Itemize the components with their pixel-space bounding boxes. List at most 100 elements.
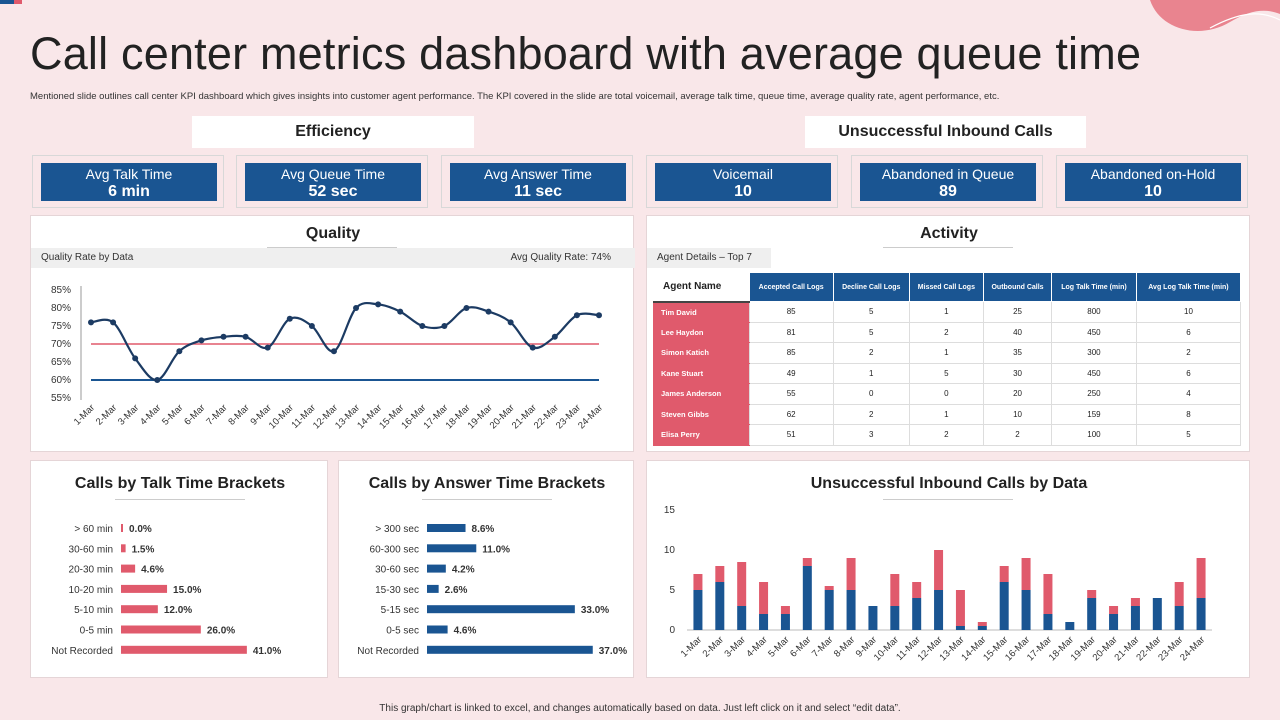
bar-segment	[846, 590, 856, 630]
agent-name-cell: Elisa Perry	[653, 424, 750, 446]
y-tick-label: 5	[669, 585, 675, 596]
data-point	[375, 301, 382, 308]
table-cell: 5	[909, 363, 985, 384]
agent-name-cell: Simon Katich	[653, 342, 750, 364]
data-point	[308, 323, 315, 329]
quality-line-chart: 55% 60% 65% 70% 75% 80% 85% 1-Mar2-Mar3-Mar4-Ma…	[51, 285, 605, 431]
y-tick-label: 70%	[51, 339, 71, 350]
x-tick-label: 24-Mar	[1178, 634, 1207, 663]
table-cell: 3	[833, 424, 910, 446]
x-tick-label: 3-Mar	[116, 402, 141, 427]
table-row: Steven Gibbs 62 2 1 10 159 8	[653, 404, 1242, 425]
kpi-label: Avg Queue Time	[280, 166, 386, 182]
data-point	[110, 319, 117, 326]
y-tick-label: 0	[669, 625, 675, 636]
kpi-value: 10	[1144, 183, 1162, 200]
bar-segment	[934, 550, 944, 590]
table-cell: 10	[1136, 301, 1242, 323]
agent-name-cell: Kane Stuart	[653, 363, 750, 384]
data-point	[529, 344, 536, 351]
answer-time-panel: Calls by Answer Time Brackets > 300 sec 8…	[338, 460, 634, 678]
bar-segment	[824, 586, 834, 590]
bar	[427, 605, 575, 614]
column-header: Decline Call Logs	[832, 272, 910, 302]
kpi-value: 89	[939, 183, 957, 200]
category-label: 20-30 min	[69, 565, 113, 576]
bar-segment	[1043, 614, 1053, 630]
bar-segment	[737, 562, 747, 606]
table-cell: 10	[983, 404, 1052, 425]
bar-segment	[977, 626, 987, 630]
agent-name-header: Agent Name	[653, 272, 749, 303]
bar-segment	[912, 598, 922, 630]
value-label: 41.0%	[253, 646, 281, 657]
category-label: Not Recorded	[51, 646, 113, 657]
table-cell: 6	[1136, 322, 1242, 343]
y-tick-label: 10	[664, 545, 676, 556]
x-tick-label: 3-Mar	[722, 634, 747, 659]
table-cell: 2	[909, 322, 985, 343]
y-tick-label: 60%	[51, 375, 71, 386]
table-cell: 1	[909, 301, 985, 323]
table-cell: 800	[1051, 301, 1137, 323]
table-cell: 62	[749, 404, 834, 425]
column-header: Accepted Call Logs	[748, 272, 834, 302]
quality-title: Quality	[305, 225, 361, 242]
table-cell: 4	[1136, 383, 1242, 405]
activity-title-divider	[883, 247, 1013, 248]
x-tick-label: 7-Mar	[810, 634, 835, 659]
quality-rate-label: Quality Rate by Data	[41, 252, 134, 263]
page-subtitle: Mentioned slide outlines call center KPI…	[30, 91, 1000, 102]
agent-name-cell: Steven Gibbs	[653, 404, 750, 425]
table-row: Simon Katich 85 2 1 35 300 2	[653, 342, 1242, 364]
answer-time-title-divider	[422, 499, 552, 500]
quality-title-divider	[267, 247, 397, 248]
bar-segment	[1152, 598, 1162, 630]
bar	[121, 625, 201, 634]
x-tick-label: 1-Mar	[72, 402, 97, 427]
table-cell: 0	[833, 383, 910, 405]
table-cell: 1	[909, 342, 985, 364]
table-cell: 51	[749, 424, 834, 446]
bar	[427, 645, 593, 654]
bar	[121, 605, 158, 614]
table-cell: 85	[749, 301, 834, 323]
avg-quality-rate-label: Avg Quality Rate: 74%	[510, 252, 611, 263]
bar-segment	[934, 590, 944, 630]
table-cell: 2	[1136, 342, 1242, 364]
unsuccessful-calls-panel: Unsuccessful Inbound Calls by Data 0 5 10 1…	[646, 460, 1250, 678]
y-tick-label: 65%	[51, 357, 71, 368]
x-tick-label: 5-Mar	[766, 634, 791, 659]
table-cell: 81	[749, 322, 834, 343]
value-label: 0.0%	[129, 524, 152, 535]
bar-segment	[977, 622, 987, 626]
activity-title: Activity	[920, 225, 978, 242]
agent-details-tab-label: Agent Details – Top 7	[657, 252, 752, 263]
bar-segment	[824, 590, 834, 630]
kpi-avg-talk-time: Avg Talk Time 6 min	[32, 155, 224, 208]
bar-segment	[890, 606, 900, 630]
data-point	[507, 319, 514, 326]
unsuccessful-calls-title: Unsuccessful Inbound Calls by Data	[810, 475, 1088, 492]
table-cell: 2	[833, 342, 910, 364]
x-tick-label: 8-Mar	[226, 402, 251, 427]
x-tick-label: 5-Mar	[160, 402, 185, 427]
x-tick-label: 4-Mar	[744, 634, 769, 659]
table-row: Kane Stuart 49 1 5 30 450 6	[653, 363, 1242, 384]
data-point	[441, 323, 448, 329]
kpi-value: 6 min	[108, 183, 150, 200]
bar-segment	[802, 558, 812, 566]
x-tick-label: 1-Mar	[679, 634, 704, 659]
bar-segment	[1021, 590, 1031, 630]
bar-segment	[715, 582, 725, 630]
bar	[121, 544, 126, 553]
bar-segment	[802, 566, 812, 630]
talk-time-bar-chart: > 60 min 0.0% 30-60 min 1.5% 20-30 min 4.6% 10…	[51, 524, 281, 657]
category-label: 5-10 min	[74, 605, 113, 616]
y-tick-label: 75%	[51, 321, 71, 332]
bar-segment	[693, 590, 703, 630]
bar-segment	[1174, 582, 1184, 606]
agent-name-cell: Lee Haydon	[653, 322, 750, 343]
bar-segment	[1109, 606, 1119, 614]
agent-details-tab[interactable]: Agent Details – Top 7	[647, 248, 771, 268]
